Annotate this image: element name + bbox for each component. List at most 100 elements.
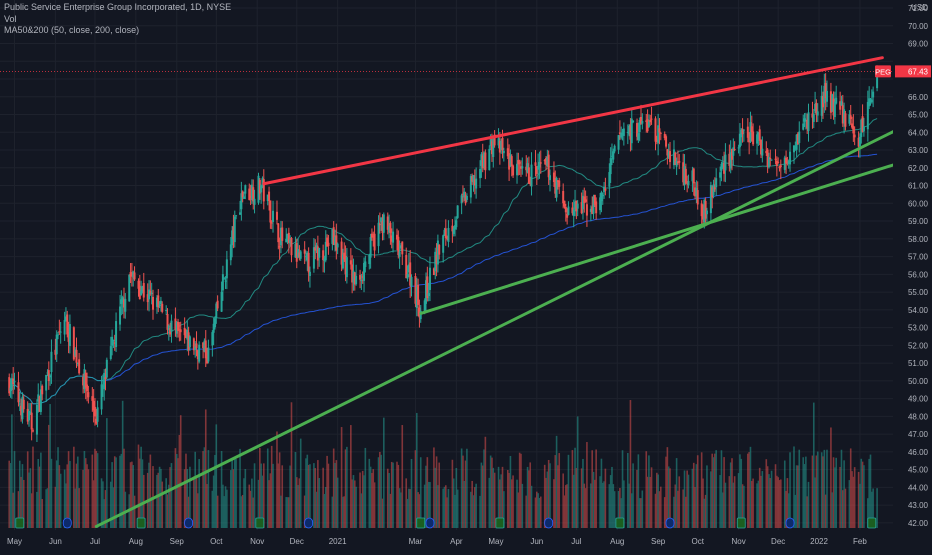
volume-bar — [508, 472, 510, 528]
candle-body — [198, 344, 201, 362]
candle-body — [870, 99, 873, 103]
volume-bar — [226, 489, 228, 528]
volume-bar — [747, 453, 749, 528]
volume-bar — [429, 482, 431, 528]
volume-bar — [158, 466, 161, 528]
symbol-title[interactable]: Public Service Enterprise Group Incorpor… — [4, 2, 232, 12]
volume-bar — [691, 468, 694, 528]
volume-bar — [77, 456, 79, 528]
candle-body — [177, 321, 180, 331]
volume-bar — [703, 498, 706, 528]
candle-body — [446, 236, 449, 240]
candle-body — [286, 233, 289, 242]
candle-body — [451, 225, 454, 232]
volume-bar — [786, 478, 789, 528]
candle-body — [603, 186, 606, 193]
volume-bar — [694, 487, 696, 528]
candle-body — [672, 149, 675, 166]
candle-body — [327, 242, 330, 246]
candle-body — [170, 320, 173, 332]
volume-bar — [510, 479, 513, 528]
volume-bar — [749, 446, 752, 528]
candle-body — [410, 276, 413, 287]
candle-body — [47, 370, 50, 381]
candle-body — [589, 208, 592, 212]
volume-bar — [876, 488, 878, 528]
candle-body — [8, 377, 11, 394]
volume-bar — [669, 468, 671, 528]
earnings-marker — [255, 517, 265, 529]
candle-body — [636, 123, 639, 137]
candle-body — [417, 284, 420, 305]
time-tick-label: Sep — [651, 537, 666, 546]
volume-bar — [425, 465, 427, 528]
volume-bar — [471, 480, 473, 528]
event-marker-shape — [544, 517, 554, 529]
volume-bar — [166, 494, 169, 528]
volume-bar — [724, 482, 727, 528]
volume-bar — [57, 447, 59, 528]
candle-body — [752, 131, 755, 145]
candle-body — [141, 286, 144, 292]
event-marker-shape — [495, 517, 505, 529]
candle-body — [471, 176, 474, 182]
candle-body — [806, 119, 809, 129]
candle-body — [46, 372, 49, 374]
price-tick-label: 71.00 — [908, 4, 929, 13]
candle-body — [66, 314, 69, 335]
price-tick-label: 56.00 — [908, 270, 929, 279]
candle-body — [612, 151, 615, 160]
price-tick-label: 53.00 — [908, 324, 929, 333]
candle-body — [666, 149, 669, 156]
volume-indicator-label[interactable]: Vol — [4, 13, 17, 24]
volume-bar — [715, 450, 717, 528]
volume-bar — [96, 453, 99, 528]
time-axis: May Jun Jul Aug Sep Oct Nov Dec 2021 Mar Apr May Jun… — [7, 537, 867, 546]
time-tick-label: Jun — [49, 537, 62, 546]
volume-bar — [289, 465, 291, 528]
candle-body — [757, 132, 760, 139]
volume-bar — [438, 462, 441, 528]
volume-bar — [844, 488, 847, 528]
candle-body — [184, 334, 187, 338]
volume-bar — [324, 487, 327, 528]
symbol-badge — [875, 65, 891, 78]
candle-body — [571, 207, 574, 214]
volume-bar — [75, 463, 78, 528]
volume-bar — [641, 490, 644, 528]
volume-bar — [212, 475, 215, 528]
volume-bar — [335, 460, 338, 528]
volume-bar — [12, 492, 14, 528]
volume-bar — [789, 452, 791, 528]
volume-bar — [534, 497, 537, 528]
candle-body — [93, 406, 96, 417]
volume-bar — [45, 489, 47, 528]
candle-body — [220, 291, 223, 312]
candle-body — [815, 102, 818, 115]
volume-bar — [50, 458, 53, 528]
candle-body — [340, 241, 343, 265]
earnings-marker — [615, 517, 625, 529]
volume-bar — [285, 497, 288, 528]
candle-body — [687, 180, 690, 186]
volume-bar — [840, 449, 843, 528]
candle-body — [543, 160, 546, 162]
volume-bar — [547, 459, 550, 528]
candle-body — [675, 161, 678, 167]
candle-body — [397, 236, 400, 256]
volume-bar — [820, 452, 823, 528]
candle-body — [835, 97, 838, 104]
ma-indicator-label[interactable]: MA50&200 (50, close, 200, close) — [4, 25, 140, 35]
volume-bar — [315, 491, 318, 528]
volume-bar — [741, 484, 744, 528]
candle-body — [207, 347, 210, 362]
price-tick-label: 61.00 — [908, 182, 929, 191]
candle-body — [250, 184, 253, 201]
candle-body — [179, 329, 182, 333]
candle-body — [277, 223, 280, 243]
time-tick-label: Oct — [210, 537, 223, 546]
volume-bar — [249, 490, 252, 528]
